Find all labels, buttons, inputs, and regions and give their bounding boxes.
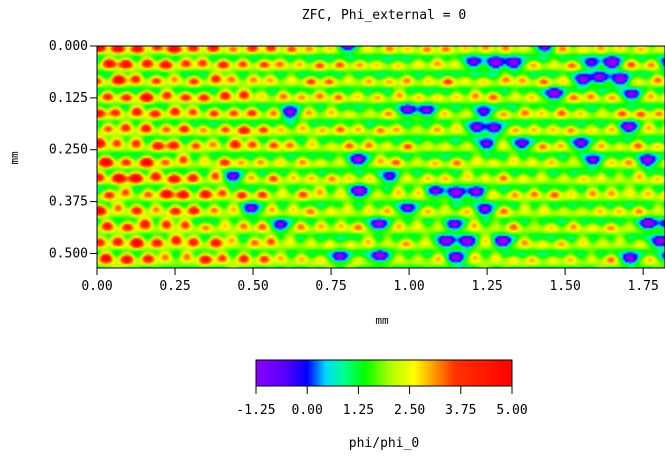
x-axis-label: mm <box>375 314 389 327</box>
colorbar-tick-label: 5.00 <box>496 403 527 418</box>
plot-frame <box>96 45 665 269</box>
x-tick-label: 0.00 <box>81 279 112 294</box>
colorbar <box>255 359 513 387</box>
colorbar-tick-label: 2.50 <box>394 403 425 418</box>
colorbar-label: phi/phi_0 <box>349 436 419 451</box>
colorbar-tick-label: 0.00 <box>292 403 323 418</box>
x-tick-label: 1.25 <box>471 279 502 294</box>
colorbar-tick-label: -1.25 <box>236 403 275 418</box>
x-tick-label: 1.75 <box>627 279 658 294</box>
y-axis-label: mm <box>8 151 21 165</box>
y-tick-label: 0.250 <box>49 143 88 158</box>
colorbar-tick-label: 1.25 <box>343 403 374 418</box>
y-tick-label: 0.000 <box>49 39 88 54</box>
y-tick-label: 0.500 <box>49 246 88 261</box>
colorbar-tick-label: 3.75 <box>445 403 476 418</box>
y-tick-label: 0.125 <box>49 91 88 106</box>
colorbar-axis: -1.25 0.00 1.25 2.50 3.75 5.00 <box>236 386 528 418</box>
x-tick-label: 1.00 <box>393 279 424 294</box>
x-tick-label: 0.75 <box>315 279 346 294</box>
y-axis: 0.000 0.125 0.250 0.375 0.500 <box>49 39 97 261</box>
x-axis: 0.00 0.25 0.50 0.75 1.00 1.25 1.50 1.75 <box>81 268 659 294</box>
x-tick-label: 1.50 <box>549 279 580 294</box>
heatmap-image <box>97 46 665 268</box>
y-tick-label: 0.375 <box>49 195 88 210</box>
chart-title: ZFC, Phi_external = 0 <box>302 8 466 23</box>
x-tick-label: 0.50 <box>237 279 268 294</box>
x-tick-label: 0.25 <box>159 279 190 294</box>
